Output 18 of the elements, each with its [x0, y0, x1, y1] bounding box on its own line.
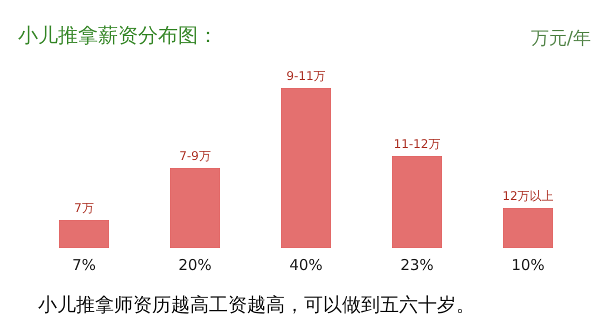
- bar: [392, 156, 442, 248]
- y-axis-title: 万元/年: [530, 27, 591, 50]
- data-label: 40%: [289, 256, 323, 274]
- data-label: 7%: [72, 256, 96, 274]
- data-label: 20%: [178, 256, 212, 274]
- chart-title: 小儿推拿薪资分布图：: [18, 22, 218, 49]
- x-tick-label: 7万: [74, 201, 94, 215]
- x-tick-label: 12万以上: [502, 189, 554, 203]
- bar: [59, 220, 109, 248]
- x-tick-label: 7-9万: [179, 149, 211, 163]
- text: 小儿推拿师资历越高工资越高，可以做到五六十岁。: [38, 293, 475, 318]
- x-tick-label: 11-12万: [394, 137, 440, 151]
- bar: [170, 168, 220, 248]
- bar: [281, 88, 331, 248]
- data-label: 23%: [400, 256, 434, 274]
- data-label: 10%: [511, 256, 545, 274]
- x-tick-label: 9-11万: [286, 69, 326, 83]
- bar: [503, 208, 553, 248]
